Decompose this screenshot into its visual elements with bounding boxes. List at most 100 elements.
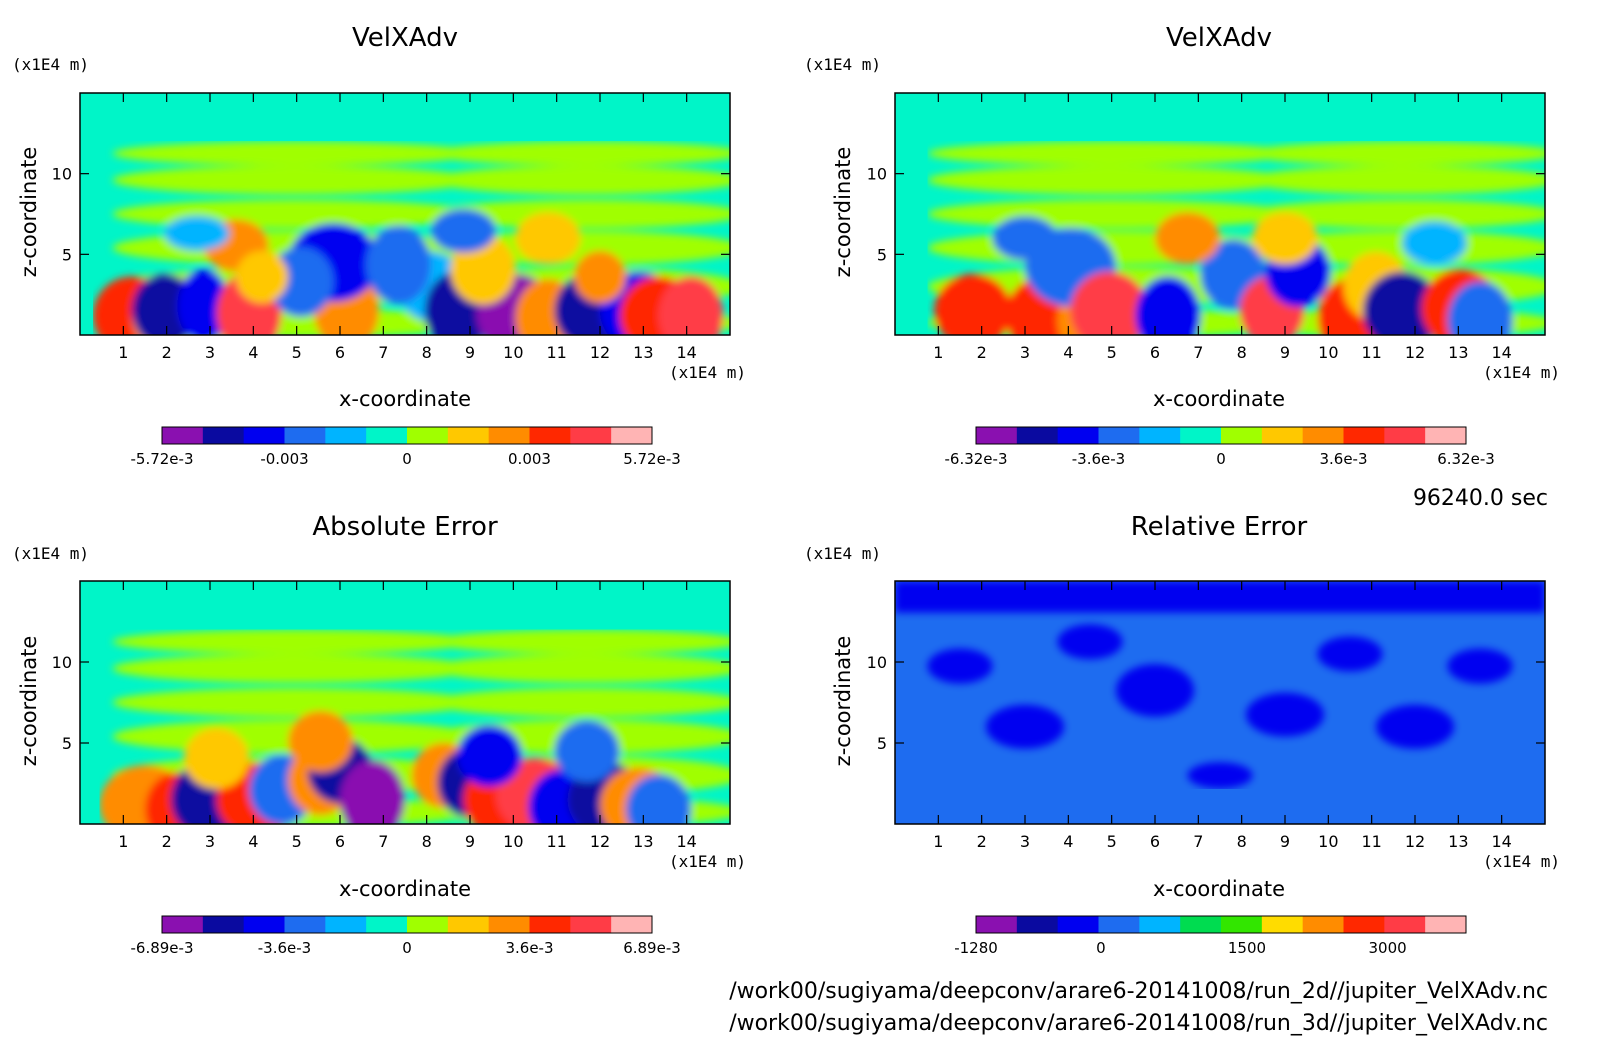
field-blob [366, 225, 431, 305]
colorbar: -1280 0 1500 3000 [954, 915, 1467, 957]
x-tick-label: 11 [546, 832, 566, 851]
colorbar-swatch [202, 916, 245, 933]
x-tick-label: 2 [977, 832, 987, 851]
field-blob [1317, 636, 1383, 672]
panel-velxadv-2d: VelXAdv (x1E4 m) 510 1 2 3 4 5 6 7 8 9 10 11 12 13 14… [12, 23, 746, 468]
panel-absolute-error: Absolute Error (x1E4 m) 510 1 2 3 4 5 6 7 8 9 10 1… [12, 512, 746, 957]
x-tick-label: 4 [248, 343, 258, 362]
field-blob [1187, 762, 1253, 789]
colorbar-label: 6.32e-3 [1437, 450, 1495, 468]
y-tick-label: 5 [877, 734, 887, 753]
x-tick-label: 11 [1361, 832, 1381, 851]
colorbar-swatch [1139, 427, 1181, 444]
x-tick-label: 7 [1193, 832, 1203, 851]
x-tick-label: 12 [590, 832, 610, 851]
field-band [112, 687, 477, 718]
field-band [927, 141, 1292, 166]
colorbar-label: 0.003 [508, 450, 551, 468]
x-tick-label: 1 [933, 832, 943, 851]
y-tick-label: 5 [62, 734, 72, 753]
field-band [431, 653, 730, 684]
x-tick-label: 9 [1280, 343, 1290, 362]
field-band [1246, 165, 1545, 195]
field-layer [80, 93, 730, 335]
colorbar-swatch [162, 916, 204, 933]
field-band [895, 581, 1545, 613]
field-blob [1447, 648, 1513, 684]
colorbar-label: -5.72e-3 [131, 450, 194, 468]
contour-field [894, 580, 1546, 825]
x-tick-label: 9 [465, 343, 475, 362]
x-tick-label: 2 [162, 832, 172, 851]
y-axis-label: z-coordinate [831, 636, 855, 767]
field-band [112, 653, 477, 684]
colorbar-swatch [284, 916, 326, 933]
y-tick-labels: 5 10 [867, 653, 1545, 753]
field-band [112, 165, 477, 195]
x-tick-label: 12 [590, 343, 610, 362]
x-tick-label: 3 [1020, 832, 1030, 851]
x-tick-label: 6 [335, 343, 345, 362]
field-blob [1447, 281, 1513, 335]
x-tick-label: 3 [1020, 343, 1030, 362]
x-tick-label: 3 [205, 343, 215, 362]
colorbar-swatch [1057, 916, 1099, 933]
y-axis-label: z-coordinate [17, 636, 41, 767]
colorbar-swatch [366, 427, 408, 444]
colorbar-swatch [447, 427, 490, 444]
x-tick-labels: 1 2 3 4 5 6 7 8 9 10 11 12 13 14 [118, 93, 697, 362]
field-blob [1376, 704, 1454, 749]
plot-frame [894, 92, 1546, 336]
colorbar-swatch [1221, 916, 1263, 933]
field-blob [1070, 271, 1149, 335]
x-tick-label: 14 [1491, 343, 1511, 362]
colorbar-swatch [529, 427, 571, 444]
y-tick-label: 5 [62, 245, 72, 264]
field-blob [1252, 212, 1318, 265]
x-tick-label: 6 [1150, 343, 1160, 362]
colorbar-swatch [407, 916, 449, 933]
field-blob [184, 727, 249, 790]
colorbar-swatch [1098, 916, 1140, 933]
colorbar-swatch [162, 427, 204, 444]
colorbar-label: -3.6e-3 [258, 939, 311, 957]
colorbar-label: 0 [1216, 450, 1226, 468]
colorbar-swatch [570, 427, 612, 444]
field-band [927, 199, 1292, 229]
field-blob [340, 760, 405, 824]
colorbar-label: 3000 [1369, 939, 1407, 957]
colorbar-frame [975, 915, 1467, 934]
field-layer [895, 93, 1545, 335]
x-tick-label: 8 [1237, 832, 1247, 851]
x-tick-label: 9 [1280, 832, 1290, 851]
x-tick-label: 13 [1448, 343, 1468, 362]
x-tick-label: 7 [378, 832, 388, 851]
y-axis-label: z-coordinate [17, 147, 41, 278]
field-blob [574, 250, 626, 304]
x-axis-label: x-coordinate [339, 387, 471, 411]
colorbar-swatch [1425, 427, 1467, 444]
panel-title: Relative Error [1131, 512, 1308, 542]
contour-field [79, 580, 731, 825]
colorbar-swatch [1057, 427, 1099, 444]
field-band [431, 141, 730, 166]
colorbar-label: -6.32e-3 [945, 450, 1008, 468]
x-tick-label: 4 [1063, 343, 1073, 362]
x-tick-label: 12 [1405, 343, 1425, 362]
x-tick-label: 1 [933, 343, 943, 362]
field-blob [1363, 271, 1441, 335]
x-tick-label: 3 [205, 832, 215, 851]
colorbar-swatch [202, 427, 245, 444]
colorbar-swatch [611, 427, 653, 444]
plot-frame [79, 580, 731, 825]
colorbar-label: 6.89e-3 [623, 939, 681, 957]
colorbar-swatch [488, 427, 530, 444]
colorbar-swatch [1180, 427, 1222, 444]
panel-title: VelXAdv [352, 23, 458, 53]
colorbar-swatch [1139, 916, 1181, 933]
time-stamp: 96240.0 sec [1413, 486, 1548, 511]
field-band [112, 629, 477, 654]
colorbar-label: -0.003 [260, 450, 308, 468]
field-blob [1155, 212, 1220, 265]
y-unit-label: (x1E4 m) [12, 544, 89, 563]
